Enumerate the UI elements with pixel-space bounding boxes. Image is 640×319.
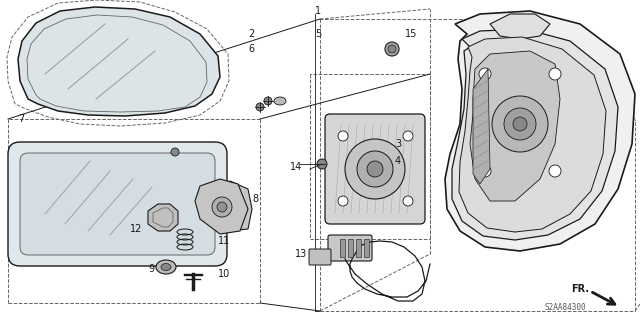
Text: 12: 12 bbox=[130, 224, 142, 234]
Text: S2AA84300: S2AA84300 bbox=[544, 302, 586, 311]
FancyBboxPatch shape bbox=[309, 249, 331, 265]
FancyBboxPatch shape bbox=[325, 114, 425, 224]
Circle shape bbox=[385, 42, 399, 56]
Text: 8: 8 bbox=[252, 194, 258, 204]
Bar bbox=[340, 239, 345, 257]
Circle shape bbox=[338, 131, 348, 141]
Circle shape bbox=[264, 97, 272, 105]
Circle shape bbox=[403, 131, 413, 141]
Polygon shape bbox=[18, 7, 220, 116]
Circle shape bbox=[403, 196, 413, 206]
Text: 4: 4 bbox=[395, 156, 401, 166]
Bar bbox=[356, 239, 361, 257]
Ellipse shape bbox=[274, 97, 286, 105]
Text: 15: 15 bbox=[405, 29, 417, 39]
Polygon shape bbox=[148, 204, 178, 231]
Text: 7: 7 bbox=[18, 114, 24, 124]
Circle shape bbox=[367, 161, 383, 177]
Circle shape bbox=[479, 68, 491, 80]
FancyBboxPatch shape bbox=[20, 153, 215, 255]
Circle shape bbox=[479, 165, 491, 177]
Circle shape bbox=[357, 151, 393, 187]
Text: 5: 5 bbox=[315, 29, 321, 39]
Circle shape bbox=[317, 159, 327, 169]
Text: 9: 9 bbox=[148, 264, 154, 274]
Text: 10: 10 bbox=[218, 269, 230, 279]
Circle shape bbox=[217, 202, 227, 212]
Bar bbox=[348, 239, 353, 257]
Polygon shape bbox=[452, 29, 618, 240]
Polygon shape bbox=[445, 11, 635, 251]
Text: 14: 14 bbox=[290, 162, 302, 172]
Circle shape bbox=[513, 117, 527, 131]
Polygon shape bbox=[470, 51, 560, 201]
Text: 2: 2 bbox=[248, 29, 254, 39]
Circle shape bbox=[171, 148, 179, 156]
Polygon shape bbox=[195, 179, 248, 234]
Circle shape bbox=[549, 165, 561, 177]
Ellipse shape bbox=[156, 260, 176, 274]
Polygon shape bbox=[459, 37, 606, 232]
Ellipse shape bbox=[161, 263, 171, 271]
Circle shape bbox=[256, 103, 264, 111]
Circle shape bbox=[212, 197, 232, 217]
Text: 13: 13 bbox=[295, 249, 307, 259]
Bar bbox=[364, 239, 369, 257]
Polygon shape bbox=[490, 14, 550, 39]
Circle shape bbox=[345, 139, 405, 199]
Polygon shape bbox=[473, 69, 490, 184]
Text: 6: 6 bbox=[248, 44, 254, 54]
Text: FR.: FR. bbox=[571, 284, 589, 294]
Circle shape bbox=[504, 108, 536, 140]
Circle shape bbox=[338, 196, 348, 206]
Circle shape bbox=[549, 68, 561, 80]
Text: 3: 3 bbox=[395, 139, 401, 149]
Polygon shape bbox=[208, 181, 252, 231]
Text: 11: 11 bbox=[218, 236, 230, 246]
Text: 1: 1 bbox=[315, 6, 321, 16]
FancyBboxPatch shape bbox=[328, 235, 372, 261]
Circle shape bbox=[388, 45, 396, 53]
Circle shape bbox=[492, 96, 548, 152]
FancyBboxPatch shape bbox=[8, 142, 227, 266]
